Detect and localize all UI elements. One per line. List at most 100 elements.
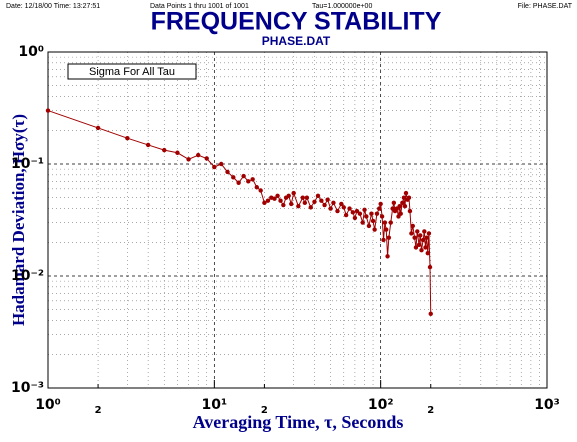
x-tick-label: 10³ (534, 397, 560, 413)
data-point (246, 179, 251, 184)
y-tick-label: 10⁰ (18, 44, 44, 60)
data-point (379, 214, 385, 219)
x-tick-label: 2 (261, 405, 268, 416)
data-point (254, 185, 259, 190)
data-point (423, 245, 428, 250)
data-point (265, 198, 271, 203)
x-tick-label: 10² (368, 397, 394, 413)
data-point (403, 190, 409, 196)
data-point (409, 231, 414, 236)
data-point (291, 190, 296, 196)
data-point (278, 198, 283, 203)
data-point (331, 200, 336, 206)
data-point (350, 210, 356, 215)
data-point (418, 233, 423, 238)
data-point (175, 150, 180, 155)
data-point (250, 177, 255, 182)
data-point (425, 250, 430, 256)
data-point (341, 205, 346, 210)
data-point (412, 235, 417, 240)
data-point (162, 147, 167, 153)
data-point (413, 245, 419, 250)
data-point (428, 311, 433, 316)
y-tick-label: 10⁻³ (11, 380, 44, 396)
data-point (378, 201, 383, 207)
data-point (286, 193, 291, 199)
data-point (262, 200, 267, 206)
data-point (308, 205, 313, 210)
data-point (325, 197, 330, 202)
data-point (196, 152, 201, 158)
x-tick-label: 2 (427, 405, 434, 416)
data-point (312, 199, 317, 204)
data-point (186, 157, 191, 162)
data-point (388, 220, 393, 225)
data-point (422, 229, 427, 234)
data-point (402, 203, 408, 209)
data-point (370, 218, 376, 224)
chart-title: FREQUENCY STABILITY (151, 8, 442, 36)
data-point (275, 193, 280, 199)
data-point (415, 229, 420, 234)
x-tick-label: 10¹ (202, 397, 228, 413)
data-point (381, 237, 386, 243)
data-point (398, 211, 403, 216)
data-point (406, 195, 412, 200)
data-point (369, 211, 374, 216)
data-point (407, 208, 413, 214)
data-point (426, 231, 432, 236)
data-point (302, 200, 308, 206)
data-point (360, 220, 365, 225)
data-point (382, 220, 388, 225)
data-point (419, 247, 424, 253)
data-point (384, 227, 389, 232)
data-point (304, 195, 310, 200)
data-point (362, 207, 367, 213)
data-point (377, 206, 382, 211)
data-point (339, 201, 344, 207)
data-point (364, 214, 369, 219)
data-point (281, 202, 286, 208)
header-file: File: PHASE.DAT (518, 3, 573, 10)
data-point (427, 264, 433, 270)
data-point (335, 208, 340, 214)
chart-subtitle: PHASE.DAT (262, 34, 331, 48)
x-tick-label: 2 (95, 405, 102, 416)
data-point (95, 125, 101, 131)
data-point (322, 202, 327, 208)
data-point (315, 193, 321, 199)
data-point (391, 200, 397, 206)
x-tick-label: 10⁰ (35, 397, 61, 413)
header-points: Data Points 1 thru 1001 of 1001 (150, 3, 249, 10)
data-point (400, 200, 405, 206)
y-axis-label: Hadamard Deviation, Hσy(τ) (9, 114, 28, 326)
header-tau: Tau=1.000000e+00 (312, 3, 372, 10)
data-point (204, 156, 209, 161)
data-point (289, 201, 294, 207)
data-point (319, 198, 324, 203)
data-point (296, 203, 301, 209)
data-point (225, 169, 230, 175)
data-point (236, 180, 241, 185)
data-point (372, 227, 377, 232)
data-point (212, 164, 217, 170)
data-point (397, 203, 402, 209)
data-point (241, 173, 246, 179)
data-point (125, 135, 130, 141)
data-point (45, 108, 51, 113)
data-point (424, 235, 429, 240)
header-date: Date: 12/18/00 Time: 13:27:51 (6, 3, 100, 10)
legend-box (67, 63, 197, 80)
data-point (410, 223, 415, 229)
data-point (401, 195, 407, 200)
y-tick-label: 10⁻¹ (11, 156, 44, 172)
data-point (343, 212, 349, 218)
data-point (219, 161, 224, 167)
data-point (328, 206, 333, 211)
data-point (300, 195, 305, 200)
y-tick-label: 10⁻² (11, 268, 44, 284)
legend-label: Sigma For All Tau (89, 66, 175, 78)
data-point (354, 208, 360, 214)
data-point (272, 196, 277, 201)
